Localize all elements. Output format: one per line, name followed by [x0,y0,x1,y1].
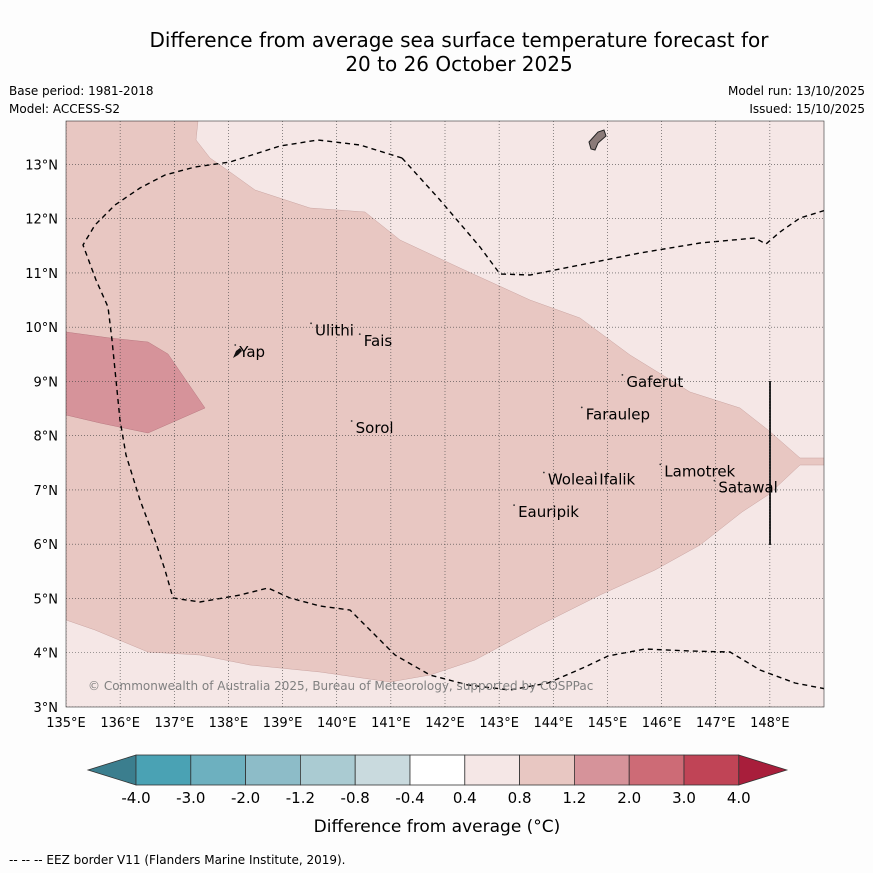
map-area: Yap Ulithi Fais Gaferut Faraulep Sorol Woleai I… [66,121,824,707]
lat-tick-label: 12°N [25,213,58,228]
place-label-ifalik: Ifalik [599,471,635,489]
colorbar-ticks: -4.0 -3.0 -2.0 -1.2 -0.8 -0.4 0.4 0.8 1.2 2.0 3.0 4… [121,789,750,807]
colorbar-tick-label: 4.0 [727,789,751,807]
colorbar-segment [135,754,192,786]
lat-tick-label: 10°N [25,321,58,336]
lon-tick-label: 142°E [425,716,465,731]
colorbar-extend-low [86,754,137,786]
lon-tick-label: 135°E [46,716,86,731]
colorbar-tick-label: -4.0 [121,789,150,807]
meta-left: Base period: 1981-2018 Model: ACCESS-S2 [9,82,154,118]
colorbar-segment [409,754,466,786]
colorbar-segment [245,754,301,786]
eez-border-west [82,139,824,691]
place-label-sorol: Sorol [356,419,394,437]
colorbar-label: Difference from average (°C) [314,817,561,837]
colorbar-tick-label: 2.0 [617,789,641,807]
lat-tick-label: 13°N [25,158,58,173]
lat-tick-label: 5°N [34,592,59,607]
atoll-marker [659,463,662,466]
place-label-yap: Yap [238,343,265,361]
yap-island [233,348,242,358]
atoll-marker [713,479,716,482]
colorbar-segment [628,754,685,786]
lon-tick-label: 146°E [642,716,682,731]
lon-tick-label: 143°E [479,716,519,731]
colorbar-tick-label: -1.2 [286,789,315,807]
lon-tick-label: 144°E [534,716,574,731]
lon-tick-label: 136°E [100,716,140,731]
colorbar-segment [464,754,520,786]
guam-island [588,129,607,151]
place-label-woleai: Woleai [548,471,598,489]
atoll-marker [350,420,353,422]
lon-tick-label: 140°E [317,716,357,731]
colorbar-segment [190,754,247,786]
colorbar-segment [354,754,411,786]
atoll-marker [594,471,597,474]
lat-tick-label: 6°N [34,538,59,553]
issued-text: Issued: 15/10/2025 [749,102,865,116]
title-line-1: Difference from average sea surface temp… [149,28,769,52]
place-label-ulithi: Ulithi [315,321,354,339]
colorbar-extend-high [738,754,789,786]
atoll-marker [310,322,312,325]
atoll-marker [542,471,545,474]
colorbar-tick-label: 1.2 [562,789,586,807]
colorbar [86,754,789,786]
colorbar-segment [299,754,356,786]
lat-tick-label: 9°N [34,375,59,390]
lat-tick-label: 8°N [34,430,59,445]
colorbar-tick-label: -0.8 [341,789,370,807]
colorbar-tick-label: -3.0 [176,789,205,807]
place-label-fais: Fais [364,332,393,350]
lon-tick-label: 147°E [696,716,736,731]
lon-tick-label: 141°E [371,716,411,731]
place-label-gaferut: Gaferut [626,373,683,391]
place-labels: Yap Ulithi Fais Gaferut Faraulep Sorol Woleai I… [234,321,778,521]
colorbar-segment [683,754,740,786]
map-frame [65,120,825,708]
lon-tick-label: 138°E [209,716,249,731]
base-period-text: Base period: 1981-2018 [9,84,154,98]
graticule [66,121,824,707]
anomaly-band-0.8-1.2 [66,121,824,683]
eez-border-north [401,157,824,276]
place-label-lamotrek: Lamotrek [664,462,735,480]
atoll-marker [621,373,624,376]
colorbar-tick-label: 3.0 [672,789,696,807]
atoll-marker [234,344,237,346]
place-label-satawal: Satawal [718,479,777,497]
meta-right: Model run: 13/10/2025 Issued: 15/10/2025 [728,82,865,118]
colorbar-tick-label: 0.8 [508,789,532,807]
model-run-text: Model run: 13/10/2025 [727,84,865,98]
lat-tick-label: 11°N [25,267,58,282]
colorbar-tick-label: -2.0 [231,789,260,807]
eez-footnote: -- -- -- EEZ border V11 (Flanders Marine… [9,853,346,867]
colorbar-segment [574,754,630,786]
colorbar-tick-label: 0.4 [453,789,477,807]
lat-tick-label: 3°N [34,701,59,716]
atoll-marker [513,504,515,506]
copyright-text: © Commonwealth of Australia 2025, Bureau… [88,679,593,693]
map-title: Difference from average sea surface temp… [0,28,873,76]
anomaly-band-1.2-2.0 [66,331,206,434]
lat-tick-label: 4°N [34,647,59,662]
lat-tick-label: 7°N [34,484,59,499]
longitude-ticks: 135°E 136°E 137°E 138°E 139°E 140°E 141°E 142°E… [46,716,789,731]
title-line-2: 20 to 26 October 2025 [345,52,573,76]
atoll-marker [580,406,583,409]
model-text: Model: ACCESS-S2 [9,102,121,116]
lon-tick-label: 139°E [263,716,303,731]
latitude-ticks: 3°N 4°N 5°N 6°N 7°N 8°N 9°N 10°N 11°N 12°N 13°N [25,158,58,716]
place-label-faraulep: Faraulep [586,405,650,423]
atoll-marker [358,333,361,336]
colorbar-tick-label: -0.4 [395,789,424,807]
lon-tick-label: 145°E [588,716,628,731]
lon-tick-label: 137°E [155,716,195,731]
lon-tick-label: 148°E [750,716,790,731]
place-label-eauripik: Eauripik [518,503,579,521]
colorbar-segment [519,754,575,786]
